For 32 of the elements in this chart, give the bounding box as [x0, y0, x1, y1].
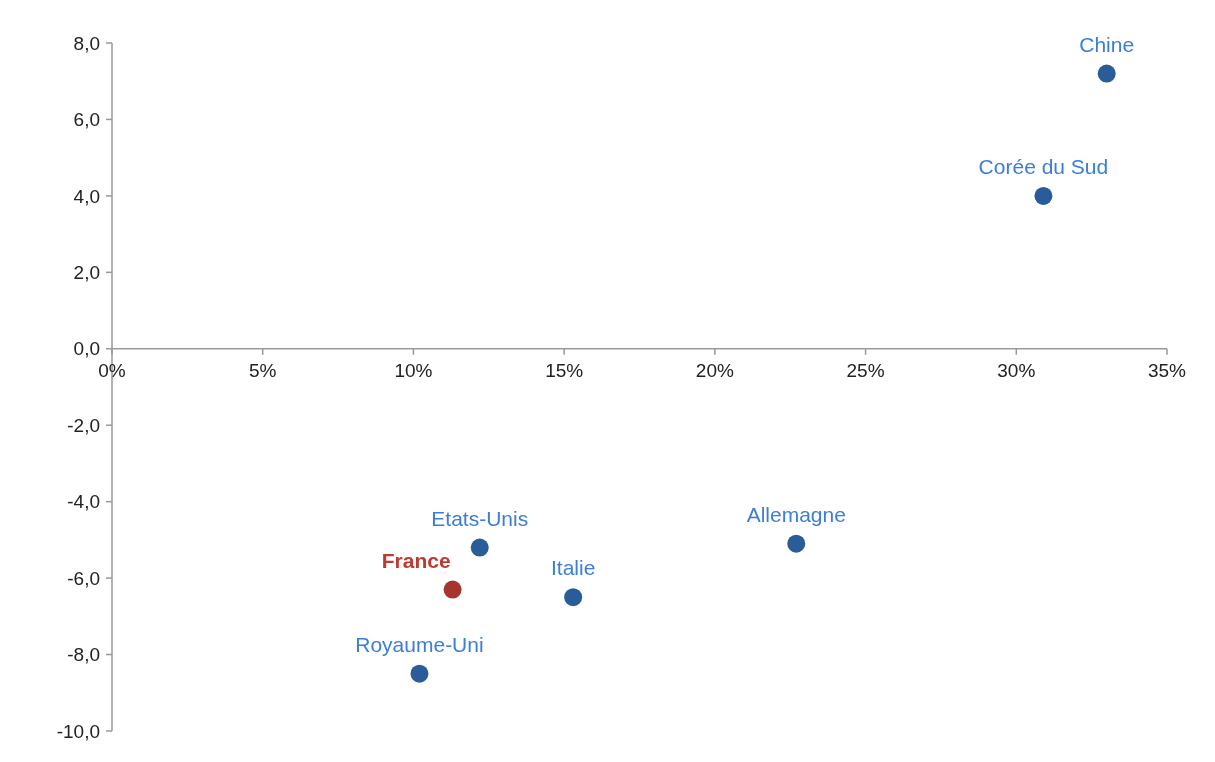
- series-label: Etats-Unis: [431, 506, 529, 530]
- point: [443, 580, 462, 599]
- series-label: France: [381, 548, 451, 572]
- series-label: Royaume-Uni: [355, 632, 484, 656]
- series-label: Chine: [1079, 32, 1135, 56]
- x-tick-label: 0%: [98, 359, 126, 381]
- x-tick-label: 20%: [695, 359, 734, 381]
- x-tick-label: 15%: [545, 359, 584, 381]
- y-tick-label: -8,0: [67, 644, 100, 666]
- y-tick-label: -4,0: [67, 491, 100, 513]
- point: [410, 664, 429, 683]
- x-tick-label: 35%: [1147, 359, 1187, 381]
- series-label: Corée du Sud: [978, 154, 1109, 178]
- y-tick-label: -2,0: [67, 414, 100, 436]
- x-tick-label: 25%: [846, 359, 885, 381]
- y-tick-label: -10,0: [56, 720, 100, 742]
- x-tick-label: 5%: [248, 359, 277, 381]
- y-tick-label: 6,0: [73, 109, 100, 131]
- point: [1034, 186, 1053, 205]
- y-tick-label: 4,0: [73, 185, 100, 207]
- y-tick-label: -6,0: [67, 567, 100, 589]
- y-tick-label: 2,0: [73, 261, 100, 283]
- series-label: Allemagne: [746, 502, 846, 526]
- y-tick-label: 0,0: [73, 338, 100, 360]
- point: [470, 538, 489, 557]
- series-label: Italie: [551, 556, 596, 580]
- x-tick-label: 10%: [394, 359, 433, 381]
- point: [787, 534, 806, 553]
- x-tick-label: 30%: [997, 359, 1036, 381]
- point: [564, 588, 583, 607]
- y-tick-label: 8,0: [73, 32, 100, 54]
- point: [1097, 64, 1116, 83]
